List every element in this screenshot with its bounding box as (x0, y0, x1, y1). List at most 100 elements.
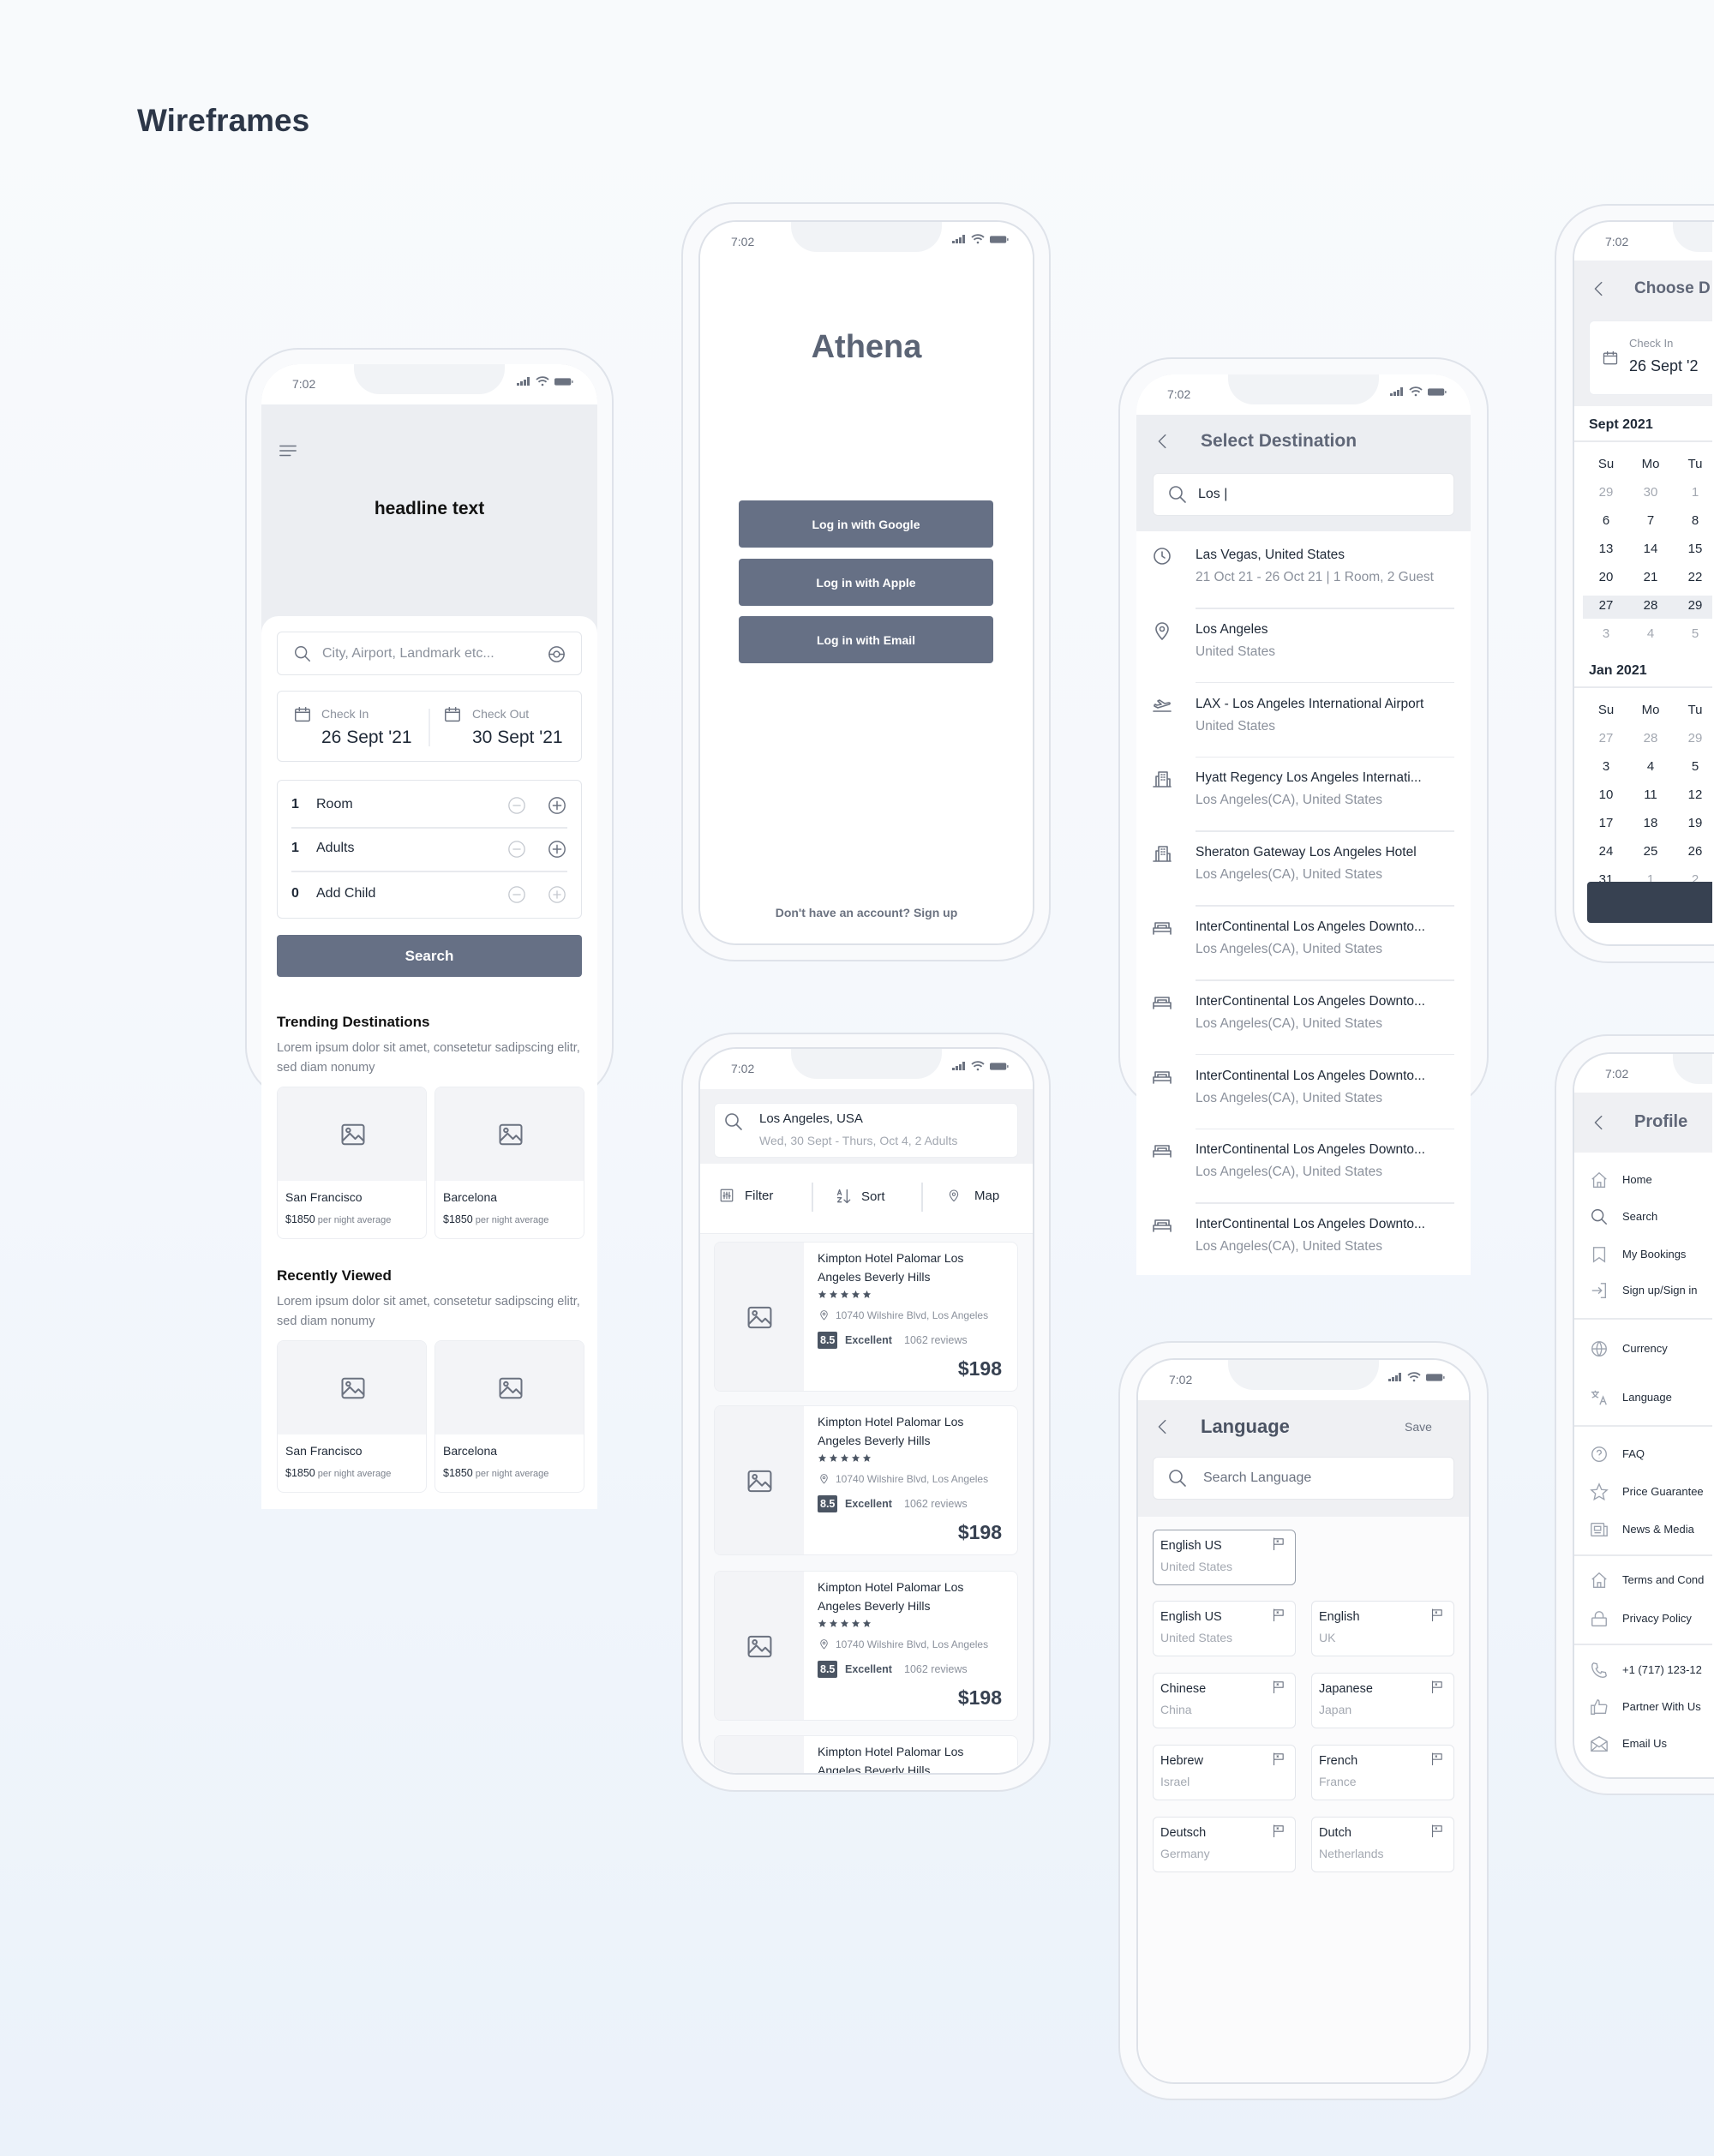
destination-card[interactable]: Barcelona $1850 per night average (434, 1340, 584, 1493)
calendar-day[interactable]: 28 (1643, 731, 1658, 746)
signup-link[interactable]: Don't have an account? Sign up (775, 906, 958, 919)
calendar-day[interactable]: 5 (1691, 626, 1699, 641)
profile-menu-item[interactable]: Currency (1574, 1333, 1712, 1364)
calendar-day[interactable]: 10 (1598, 788, 1614, 802)
calendar-day[interactable]: 30 (1643, 485, 1658, 500)
minus-circle-icon[interactable] (507, 796, 526, 815)
check-in-field[interactable]: Check In 26 Sept '2 (1589, 320, 1712, 395)
language-option[interactable]: English UK (1311, 1601, 1454, 1656)
calendar-day[interactable]: 27 (1598, 598, 1614, 613)
back-icon[interactable] (1154, 432, 1172, 451)
calendar-day[interactable]: 27 (1598, 731, 1614, 746)
calendar-day[interactable]: 19 (1687, 816, 1703, 830)
plus-circle-icon[interactable] (548, 885, 566, 904)
calendar-day[interactable]: 6 (1602, 513, 1610, 528)
confirm-dates-button[interactable] (1587, 882, 1712, 923)
destination-item[interactable]: Sheraton Gateway Los Angeles Hotel Los An… (1136, 835, 1471, 908)
calendar-day[interactable]: 3 (1602, 759, 1610, 774)
apple-login-button[interactable]: Log in with Apple (739, 559, 993, 606)
destination-item[interactable]: InterContinental Los Angeles Downto... Lo… (1136, 1058, 1471, 1132)
menu-icon[interactable] (279, 442, 297, 459)
language-search-input[interactable]: Search Language (1153, 1457, 1454, 1500)
language-option[interactable]: Hebrew Israel (1153, 1745, 1296, 1800)
calendar-day[interactable]: 7 (1646, 513, 1655, 528)
language-option[interactable]: English US United States (1153, 1530, 1296, 1585)
destination-card[interactable]: Barcelona $1850 per night average (434, 1087, 584, 1239)
calendar-day[interactable]: 21 (1643, 570, 1658, 584)
calendar-day[interactable]: 4 (1646, 759, 1655, 774)
filter-button[interactable]: Filter (719, 1188, 773, 1203)
profile-menu-item[interactable]: Privacy Policy (1574, 1603, 1712, 1634)
calendar-day[interactable]: 22 (1687, 570, 1703, 584)
calendar-day[interactable]: 18 (1643, 816, 1658, 830)
hotel-card[interactable]: Kimpton Hotel Palomar Los Angeles Beverly… (714, 1735, 1018, 1773)
destination-item[interactable]: Los Angeles United States (1136, 612, 1471, 686)
calendar-day[interactable]: 11 (1644, 788, 1657, 802)
profile-menu-item[interactable]: Email Us (1574, 1728, 1712, 1759)
search-summary[interactable]: Los Angeles, USA Wed, 30 Sept - Thurs, O… (714, 1103, 1018, 1158)
sort-button[interactable]: Sort (836, 1188, 885, 1205)
calendar-day[interactable]: 24 (1598, 844, 1614, 859)
calendar-day[interactable]: 14 (1643, 542, 1658, 556)
calendar-day[interactable]: 17 (1598, 816, 1614, 830)
destination-item[interactable]: InterContinental Los Angeles Downto... Lo… (1136, 984, 1471, 1057)
calendar-day[interactable]: 25 (1643, 844, 1658, 859)
language-option[interactable]: Dutch Netherlands (1311, 1817, 1454, 1872)
current-location-icon[interactable] (547, 644, 566, 664)
search-button[interactable]: Search (277, 935, 582, 977)
destination-card[interactable]: San Francisco $1850 per night average (277, 1340, 427, 1493)
profile-menu-item[interactable]: My Bookings (1574, 1239, 1712, 1270)
profile-menu-item[interactable]: Language (1574, 1382, 1712, 1413)
destination-item[interactable]: Las Vegas, United States 21 Oct 21 - 26 O… (1136, 537, 1471, 611)
destination-item[interactable]: LAX - Los Angeles International Airport U… (1136, 686, 1471, 760)
profile-menu-item[interactable]: Partner With Us (1574, 1692, 1712, 1722)
calendar-day[interactable]: 1 (1691, 485, 1699, 500)
profile-menu-item[interactable]: Price Guarantee (1574, 1476, 1712, 1507)
hotel-card[interactable]: Kimpton Hotel Palomar Los Angeles Beverly… (714, 1571, 1018, 1721)
destination-item[interactable]: InterContinental Los Angeles Downto... Lo… (1136, 1207, 1471, 1275)
profile-menu-item[interactable]: Sign up/Sign in (1574, 1275, 1712, 1306)
minus-circle-icon[interactable] (507, 840, 526, 859)
minus-circle-icon[interactable] (507, 885, 526, 904)
calendar-day[interactable]: 29 (1687, 598, 1703, 613)
email-login-button[interactable]: Log in with Email (739, 616, 993, 663)
profile-menu-item[interactable]: Home (1574, 1165, 1712, 1195)
calendar-day[interactable]: 29 (1687, 731, 1703, 746)
calendar-day[interactable]: 28 (1643, 598, 1658, 613)
calendar-day[interactable]: 4 (1646, 626, 1655, 641)
calendar-day[interactable]: 12 (1687, 788, 1703, 802)
calendar-day[interactable]: 5 (1691, 759, 1699, 774)
save-button[interactable]: Save (1405, 1420, 1432, 1434)
calendar-day[interactable]: 2 (1691, 872, 1699, 887)
profile-menu-item[interactable]: News & Media (1574, 1514, 1712, 1545)
calendar-day[interactable]: 15 (1687, 542, 1703, 556)
back-icon[interactable] (1154, 1417, 1172, 1436)
profile-menu-item[interactable]: +1 (717) 123-12 (1574, 1655, 1712, 1686)
back-icon[interactable] (1590, 279, 1609, 298)
destination-item[interactable]: InterContinental Los Angeles Downto... Lo… (1136, 1132, 1471, 1206)
plus-circle-icon[interactable] (548, 840, 566, 859)
check-out-field[interactable]: Check Out 30 Sept '21 (430, 692, 582, 760)
check-in-field[interactable]: Check In 26 Sept '21 (278, 692, 429, 760)
destination-search-input[interactable]: Los | (1153, 473, 1454, 516)
calendar-day[interactable]: 26 (1687, 844, 1703, 859)
profile-menu-item[interactable]: Search (1574, 1201, 1712, 1232)
destination-item[interactable]: InterContinental Los Angeles Downto... Lo… (1136, 909, 1471, 983)
destination-card[interactable]: San Francisco $1850 per night average (277, 1087, 427, 1239)
language-option[interactable]: Deutsch Germany (1153, 1817, 1296, 1872)
destination-item[interactable]: Hyatt Regency Los Angeles Internati... Lo… (1136, 760, 1471, 834)
language-option[interactable]: Chinese China (1153, 1673, 1296, 1728)
calendar-day[interactable]: 20 (1598, 570, 1614, 584)
calendar-day[interactable]: 29 (1598, 485, 1614, 500)
calendar-day[interactable]: 1 (1646, 872, 1655, 887)
plus-circle-icon[interactable] (548, 796, 566, 815)
calendar-day[interactable]: 8 (1691, 513, 1699, 528)
hotel-card[interactable]: Kimpton Hotel Palomar Los Angeles Beverly… (714, 1242, 1018, 1392)
hotel-card[interactable]: Kimpton Hotel Palomar Los Angeles Beverly… (714, 1405, 1018, 1555)
destination-search-input[interactable]: City, Airport, Landmark etc... (277, 632, 582, 675)
language-option[interactable]: French France (1311, 1745, 1454, 1800)
back-icon[interactable] (1590, 1113, 1609, 1132)
language-option[interactable]: English US United States (1153, 1601, 1296, 1656)
map-button[interactable]: Map (947, 1188, 999, 1203)
calendar-day[interactable]: 3 (1602, 626, 1610, 641)
